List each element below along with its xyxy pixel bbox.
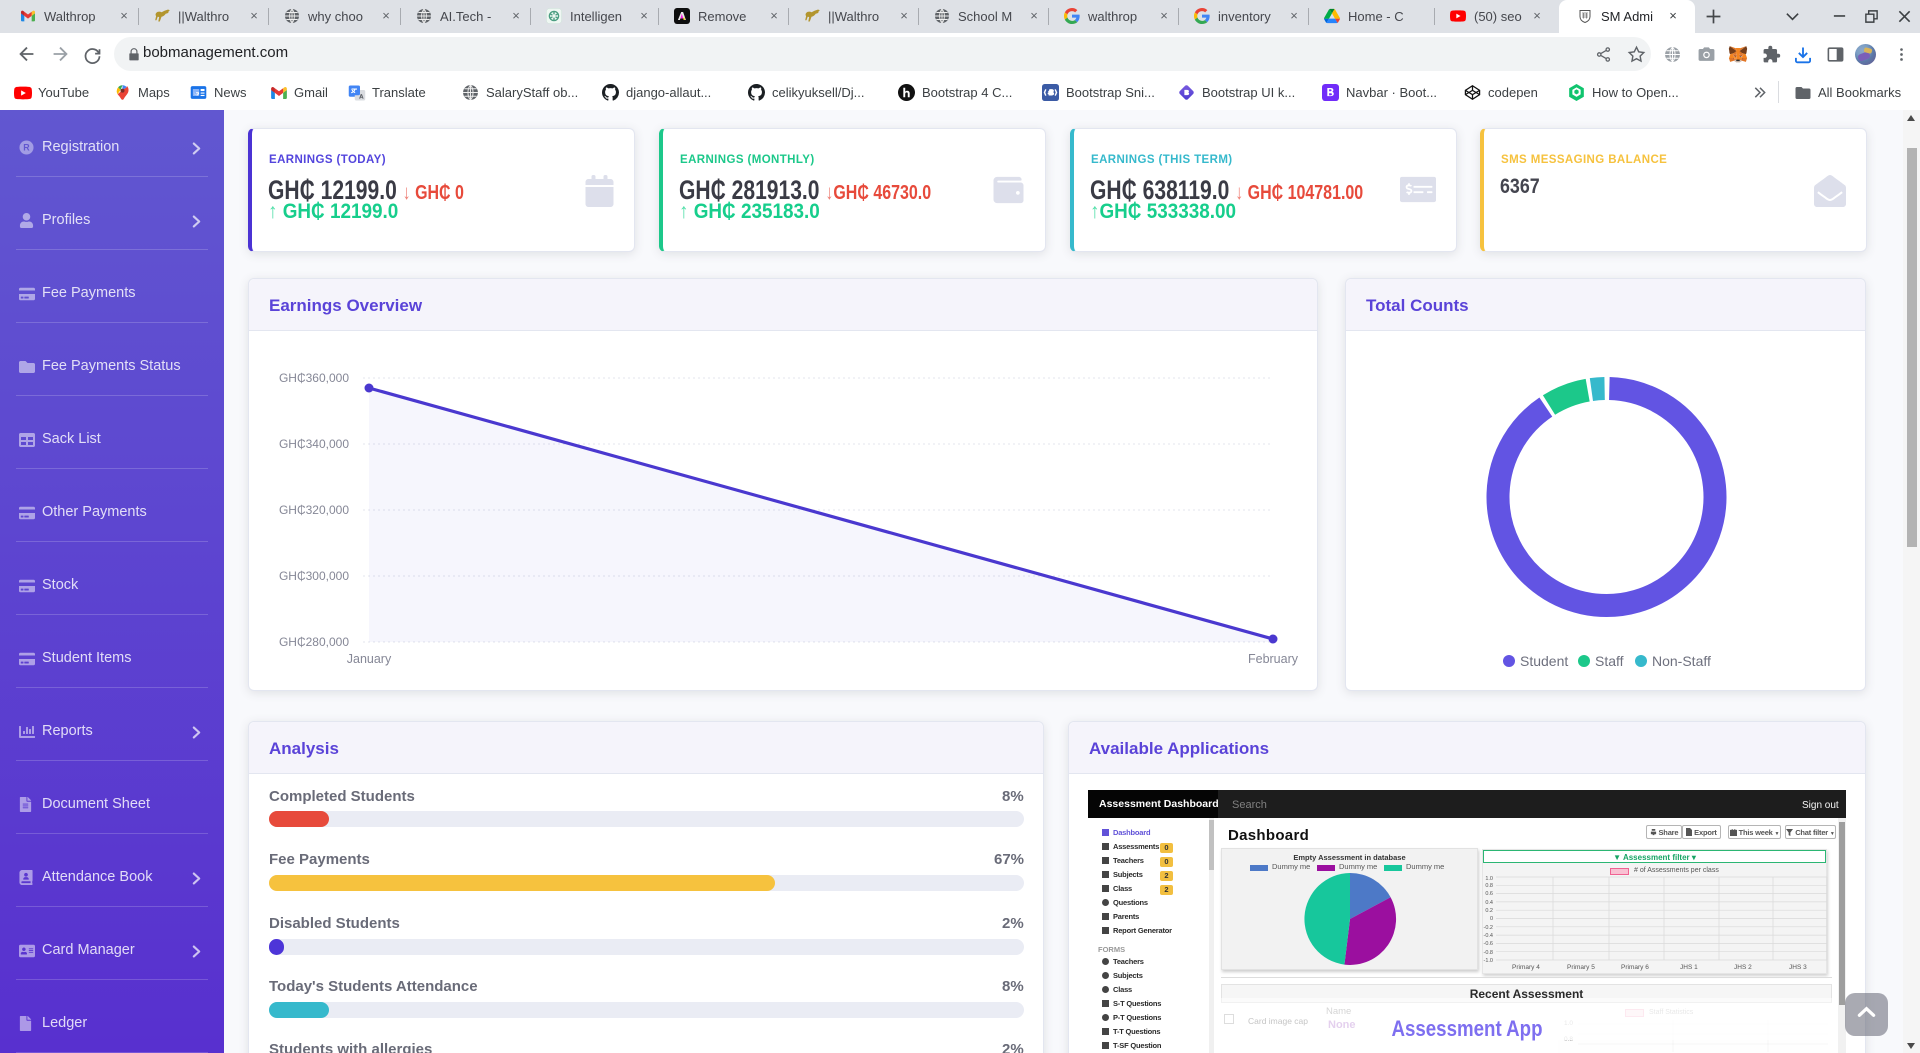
svg-text:January: January [347, 652, 392, 666]
svg-text:0.8: 0.8 [1485, 883, 1493, 889]
svg-text:0.6: 0.6 [1485, 891, 1493, 897]
svg-text:GH₵300,000: GH₵300,000 [279, 569, 349, 583]
svg-text:0.4: 0.4 [1485, 900, 1493, 906]
svg-text:-0.6: -0.6 [1484, 941, 1493, 947]
svg-text:-0.4: -0.4 [1484, 933, 1493, 939]
svg-text:GH₵360,000: GH₵360,000 [279, 371, 349, 385]
svg-text:Staff: Staff [1595, 653, 1624, 669]
svg-text:0: 0 [1490, 916, 1493, 922]
svg-text:Non-Staff: Non-Staff [1652, 653, 1711, 669]
svg-text:R: R [23, 143, 30, 153]
svg-text:Student: Student [1520, 653, 1568, 669]
svg-text:1.0: 1.0 [1485, 876, 1493, 882]
svg-text:GH₵280,000: GH₵280,000 [279, 635, 349, 649]
svg-text:-0.2: -0.2 [1484, 925, 1493, 931]
svg-text:-0.8: -0.8 [1484, 950, 1493, 956]
svg-text:-1.0: -1.0 [1484, 958, 1493, 962]
svg-text:0.2: 0.2 [1485, 908, 1493, 914]
svg-text:GH₵320,000: GH₵320,000 [279, 503, 349, 517]
svg-text:GH₵340,000: GH₵340,000 [279, 437, 349, 451]
svg-text:February: February [1248, 652, 1299, 666]
